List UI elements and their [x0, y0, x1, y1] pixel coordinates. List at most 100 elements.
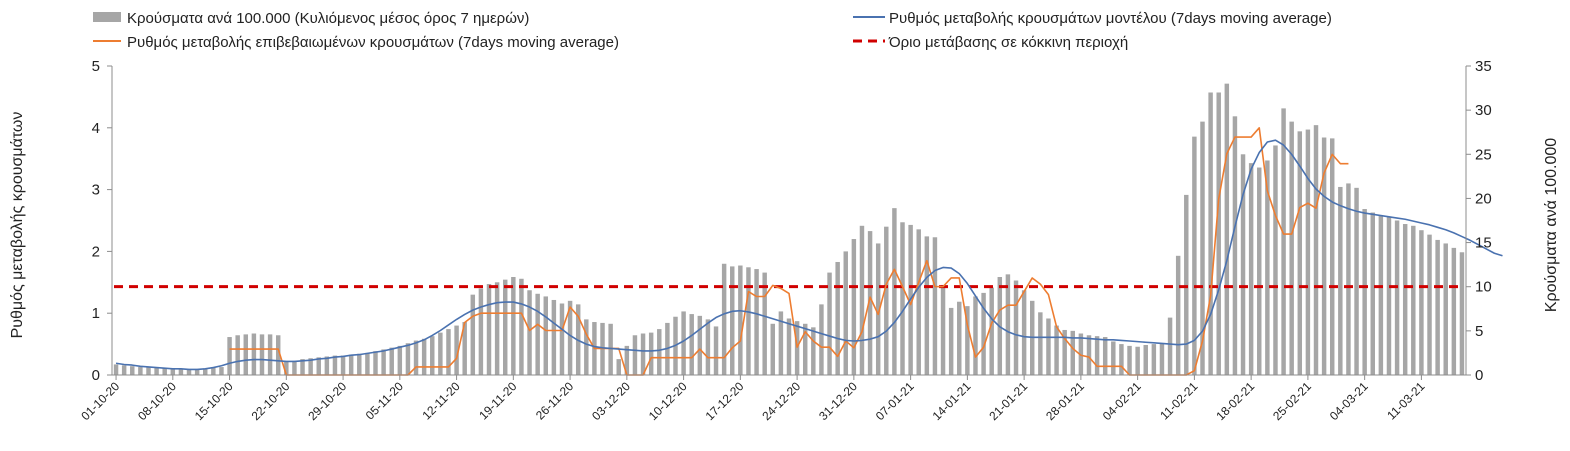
- bar: [1086, 335, 1092, 375]
- bar: [1200, 121, 1205, 376]
- bar: [527, 290, 532, 375]
- bar: [405, 343, 411, 375]
- bar: [259, 334, 265, 375]
- bar: [721, 263, 727, 375]
- bar: [697, 315, 703, 375]
- x-tick-label: 28-01-21: [1043, 379, 1087, 423]
- bar: [1102, 337, 1108, 375]
- x-tick-label: 03-12-20: [589, 379, 633, 423]
- bar: [227, 337, 232, 375]
- y-axis-right-title: Κρούσματα ανά 100.000: [1543, 138, 1560, 312]
- bar: [357, 353, 362, 375]
- bar: [413, 340, 419, 375]
- bar: [194, 369, 200, 375]
- bar: [219, 367, 224, 375]
- bar: [794, 321, 800, 375]
- bar: [284, 361, 289, 375]
- bar: [1402, 224, 1408, 375]
- bar: [1443, 243, 1448, 375]
- bar: [1338, 186, 1343, 375]
- bar: [154, 367, 159, 375]
- x-tick-label: 25-02-21: [1270, 379, 1314, 423]
- y-left-tick-label: 4: [92, 120, 100, 137]
- bar: [819, 304, 824, 375]
- y-right-tick-label: 35: [1475, 58, 1492, 75]
- bar: [924, 236, 930, 375]
- bar: [989, 287, 994, 375]
- bar: [1094, 336, 1100, 375]
- legend-label-bars: Κρούσματα ανά 100.000 (Κυλιόμενος μέσος …: [127, 10, 529, 27]
- bar: [478, 288, 484, 375]
- x-tick-label: 11-03-21: [1384, 379, 1427, 422]
- bar: [519, 278, 524, 375]
- bar: [778, 311, 784, 375]
- bar: [235, 335, 240, 375]
- x-tick-label: 07-01-21: [873, 379, 917, 423]
- axes: 0 1 2 3 4 5 0 5 10 15 20 25 30 35 01-10-20 08-10-20 15-1…: [78, 58, 1491, 423]
- bar: [1313, 125, 1319, 376]
- bar: [1265, 160, 1270, 375]
- bar: [616, 359, 621, 375]
- bar: [559, 303, 565, 375]
- bar: [1451, 247, 1457, 375]
- x-tick-label: 26-11-20: [533, 379, 576, 422]
- bar: [543, 296, 548, 375]
- bar: [940, 284, 946, 375]
- x-tick-label: 15-10-20: [192, 379, 236, 423]
- bar: [438, 332, 443, 375]
- bar: [1459, 252, 1465, 375]
- bar: [1240, 154, 1246, 375]
- bar: [859, 225, 865, 375]
- bar: [203, 368, 208, 375]
- bar: [267, 334, 273, 375]
- x-tick-label: 24-12-20: [759, 379, 803, 423]
- bar: [243, 334, 249, 375]
- x-tick-label: 04-02-21: [1100, 379, 1144, 423]
- bar: [494, 282, 500, 375]
- bar: [1013, 280, 1019, 375]
- x-tick-label: 11-02-21: [1157, 379, 1200, 422]
- bar: [1143, 344, 1148, 375]
- y-left-tick-label: 5: [92, 58, 100, 75]
- bar: [1135, 346, 1140, 375]
- x-tick-label: 08-10-20: [135, 379, 179, 423]
- bar: [1232, 116, 1238, 375]
- bar: [705, 319, 711, 375]
- bar: [170, 368, 176, 375]
- bar: [1192, 136, 1197, 375]
- bar: [332, 355, 338, 375]
- bar: [681, 311, 686, 375]
- bar: [1127, 345, 1132, 375]
- bar: [730, 266, 735, 375]
- bar: [811, 327, 816, 375]
- bar: [551, 299, 557, 375]
- bar: [251, 333, 257, 375]
- bar: [657, 329, 662, 375]
- bar: [802, 323, 808, 375]
- bar: [397, 345, 403, 375]
- y-right-tick-label: 30: [1475, 102, 1492, 119]
- x-tick-label: 19-11-20: [476, 379, 519, 422]
- x-tick-label: 05-11-20: [363, 379, 406, 422]
- x-tick-label: 10-12-20: [646, 379, 690, 423]
- bar: [138, 367, 143, 375]
- bar: [1378, 215, 1384, 375]
- bar: [608, 323, 613, 375]
- bar: [162, 367, 167, 375]
- x-tick-label: 29-10-20: [305, 379, 349, 423]
- bar: [186, 369, 192, 375]
- bar: [1346, 183, 1351, 375]
- y-right-tick-label: 5: [1475, 323, 1483, 340]
- bar: [300, 359, 305, 375]
- x-tick-label: 31-12-20: [816, 379, 860, 423]
- bar: [900, 222, 905, 375]
- bar: [365, 352, 370, 375]
- bar: [1435, 239, 1440, 375]
- bar: [1273, 145, 1278, 375]
- bar: [892, 208, 897, 375]
- bar: [316, 357, 321, 375]
- bar: [738, 265, 743, 375]
- y-left-tick-label: 1: [92, 305, 100, 322]
- bar: [1305, 129, 1311, 375]
